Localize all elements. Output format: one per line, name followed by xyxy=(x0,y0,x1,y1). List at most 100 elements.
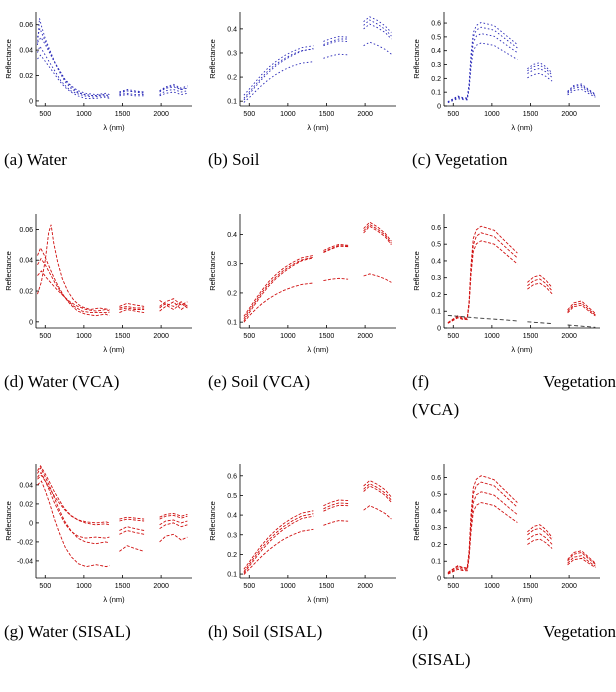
plot-water-vca: 0 0.02 0.04 0.06 500 1000 1500 2000 Reflectance λ… xyxy=(4,214,192,354)
svg-text:0.1: 0.1 xyxy=(431,309,441,316)
svg-text:1000: 1000 xyxy=(484,111,500,118)
svg-text:λ (nm): λ (nm) xyxy=(103,123,125,132)
svg-text:2000: 2000 xyxy=(357,111,373,118)
plot-soil-groundtruth: 0.1 0.2 0.3 0.4 500 1000 1500 2000 Reflectance λ … xyxy=(208,12,396,132)
subfigure-g: -0.04 -0.02 0 0.02 0.04 500 1000 1500 2000 Reflec… xyxy=(4,458,208,674)
svg-text:2000: 2000 xyxy=(561,111,577,118)
subfigure-e-caption: (e) Soil (VCA) xyxy=(208,368,412,396)
svg-text:1000: 1000 xyxy=(484,583,500,590)
svg-text:500: 500 xyxy=(447,111,459,118)
svg-text:0.06: 0.06 xyxy=(19,227,33,234)
svg-text:0.2: 0.2 xyxy=(431,542,441,549)
subfigure-c-caption: (c) Vegetation xyxy=(412,146,616,174)
svg-text:Reflectance: Reflectance xyxy=(412,251,421,291)
caption-text: (f) xyxy=(412,372,429,392)
svg-text:1000: 1000 xyxy=(484,333,500,340)
svg-text:1000: 1000 xyxy=(280,111,296,118)
caption-text: (a) Water xyxy=(4,150,67,169)
svg-text:0.4: 0.4 xyxy=(227,232,237,239)
svg-text:0.3: 0.3 xyxy=(431,275,441,282)
svg-text:Reflectance: Reflectance xyxy=(208,501,217,541)
svg-text:500: 500 xyxy=(39,583,51,590)
subfigure-i: 0 0.1 0.2 0.3 0.4 0.5 0.6 500 1000 1500 2000 Reflec… xyxy=(412,458,616,674)
svg-text:λ (nm): λ (nm) xyxy=(511,595,533,604)
svg-text:λ (nm): λ (nm) xyxy=(307,123,329,132)
svg-text:0.4: 0.4 xyxy=(227,26,237,33)
subfigure-b: 0.1 0.2 0.3 0.4 500 1000 1500 2000 Reflectance λ … xyxy=(208,6,412,174)
plot-soil-vca: 0.1 0.2 0.3 0.4 500 1000 1500 2000 Reflectance λ … xyxy=(208,214,396,354)
svg-text:0.3: 0.3 xyxy=(227,50,237,57)
svg-text:Reflectance: Reflectance xyxy=(412,501,421,541)
svg-text:0.5: 0.5 xyxy=(431,242,441,249)
caption-line2: (SISAL) xyxy=(412,650,471,670)
svg-text:2000: 2000 xyxy=(357,333,373,340)
plot-soil-sisal: 0.1 0.2 0.3 0.4 0.5 0.6 500 1000 1500 2000 Reflect… xyxy=(208,464,396,604)
svg-text:0.3: 0.3 xyxy=(431,62,441,69)
caption-text: (c) Vegetation xyxy=(412,150,508,169)
svg-text:1500: 1500 xyxy=(523,583,539,590)
svg-text:1500: 1500 xyxy=(319,583,335,590)
plot-vegetation-sisal: 0 0.1 0.2 0.3 0.4 0.5 0.6 500 1000 1500 2000 Reflec… xyxy=(412,464,600,604)
caption-text: (i) xyxy=(412,622,429,642)
svg-text:λ (nm): λ (nm) xyxy=(103,595,125,604)
svg-text:0.1: 0.1 xyxy=(431,559,441,566)
svg-text:0.04: 0.04 xyxy=(19,483,33,490)
svg-text:500: 500 xyxy=(39,333,51,340)
subfigure-h: 0.1 0.2 0.3 0.4 0.5 0.6 500 1000 1500 2000 Reflect… xyxy=(208,458,412,674)
svg-text:0.6: 0.6 xyxy=(431,225,441,232)
plot-water-sisal: -0.04 -0.02 0 0.02 0.04 500 1000 1500 2000 Reflec… xyxy=(4,464,192,604)
svg-text:0.02: 0.02 xyxy=(19,289,33,296)
svg-text:0: 0 xyxy=(437,576,441,583)
svg-text:Reflectance: Reflectance xyxy=(412,39,421,79)
subfigure-c: 0 0.1 0.2 0.3 0.4 0.5 0.6 500 1000 1500 2000 Reflec… xyxy=(412,6,616,174)
svg-text:Reflectance: Reflectance xyxy=(4,251,13,291)
svg-text:2000: 2000 xyxy=(153,333,169,340)
svg-text:500: 500 xyxy=(39,111,51,118)
plot-water-groundtruth: 0 0.02 0.04 0.06 500 1000 1500 2000 Reflectance λ… xyxy=(4,12,192,132)
svg-text:0: 0 xyxy=(29,319,33,326)
svg-text:0.3: 0.3 xyxy=(227,532,237,539)
svg-text:0.6: 0.6 xyxy=(431,475,441,482)
svg-text:0.6: 0.6 xyxy=(227,473,237,480)
svg-text:-0.02: -0.02 xyxy=(17,540,33,547)
caption-text: (h) Soil (SISAL) xyxy=(208,622,323,642)
svg-text:0.5: 0.5 xyxy=(431,492,441,499)
svg-text:0: 0 xyxy=(437,104,441,111)
svg-text:0.4: 0.4 xyxy=(227,513,237,520)
svg-text:2000: 2000 xyxy=(561,333,577,340)
plot-vegetation-vca: 0 0.1 0.2 0.3 0.4 0.5 0.6 500 1000 1500 2000 Reflec… xyxy=(412,214,600,354)
svg-text:0.3: 0.3 xyxy=(227,261,237,268)
subfigure-grid: 0 0.02 0.04 0.06 500 1000 1500 2000 Reflectance λ… xyxy=(4,6,616,674)
subfigure-f-caption: (f) Vegetation (VCA) xyxy=(412,368,616,424)
svg-text:1000: 1000 xyxy=(76,111,92,118)
svg-text:500: 500 xyxy=(447,333,459,340)
svg-text:Reflectance: Reflectance xyxy=(208,251,217,291)
subfigure-d: 0 0.02 0.04 0.06 500 1000 1500 2000 Reflectance λ… xyxy=(4,208,208,424)
svg-text:0.2: 0.2 xyxy=(431,76,441,83)
svg-text:500: 500 xyxy=(447,583,459,590)
svg-text:2000: 2000 xyxy=(153,583,169,590)
svg-text:λ (nm): λ (nm) xyxy=(307,345,329,354)
svg-text:Reflectance: Reflectance xyxy=(4,39,13,79)
svg-text:1500: 1500 xyxy=(115,111,131,118)
svg-text:0.06: 0.06 xyxy=(19,22,33,29)
caption-text: (d) Water (VCA) xyxy=(4,372,120,392)
caption-text: (g) Water (SISAL) xyxy=(4,622,131,642)
svg-text:0: 0 xyxy=(29,98,33,105)
svg-text:λ (nm): λ (nm) xyxy=(103,345,125,354)
svg-text:0.3: 0.3 xyxy=(431,525,441,532)
svg-text:1500: 1500 xyxy=(319,111,335,118)
svg-text:1500: 1500 xyxy=(115,583,131,590)
svg-text:500: 500 xyxy=(243,333,255,340)
svg-text:-0.04: -0.04 xyxy=(17,559,33,566)
subfigure-b-caption: (b) Soil xyxy=(208,146,412,174)
svg-text:0.5: 0.5 xyxy=(431,34,441,41)
svg-text:500: 500 xyxy=(243,111,255,118)
svg-text:1000: 1000 xyxy=(280,333,296,340)
svg-text:0.02: 0.02 xyxy=(19,73,33,80)
svg-text:0.5: 0.5 xyxy=(227,493,237,500)
caption-text-right: Vegetation xyxy=(543,622,616,642)
svg-text:1500: 1500 xyxy=(523,333,539,340)
svg-text:λ (nm): λ (nm) xyxy=(511,345,533,354)
